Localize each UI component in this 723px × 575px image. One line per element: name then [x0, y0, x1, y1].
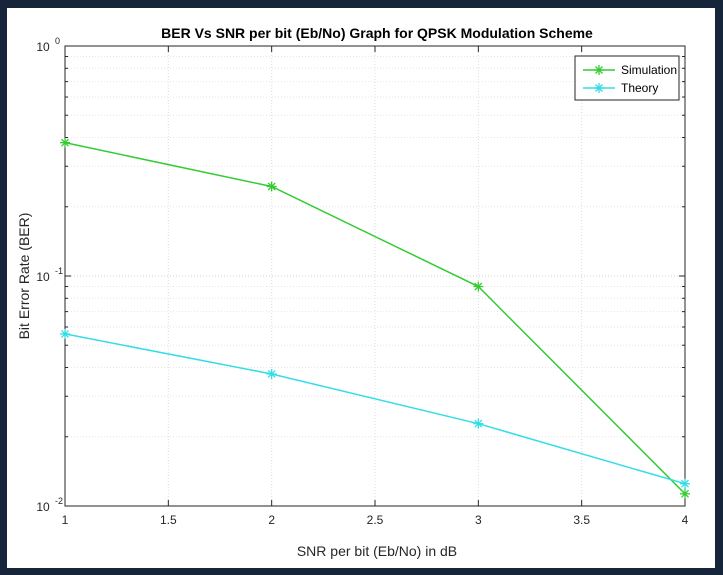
series-simulation — [60, 137, 690, 499]
x-tick-label: 3 — [475, 513, 482, 527]
y-axis-label: Bit Error Rate (BER) — [16, 213, 32, 340]
ber-chart: BER Vs SNR per bit (Eb/No) Graph for QPS… — [16, 25, 690, 559]
chart-title: BER Vs SNR per bit (Eb/No) Graph for QPS… — [161, 25, 593, 41]
series-theory — [60, 328, 690, 489]
legend-label-simulation: Simulation — [621, 63, 677, 77]
y-tick-exponent: 0 — [55, 36, 60, 46]
data-point-simulation — [473, 281, 484, 292]
x-tick-label: 1.5 — [160, 513, 177, 527]
series-line-simulation — [64, 141, 686, 495]
data-point-theory — [473, 418, 484, 429]
data-point-theory — [680, 478, 690, 489]
axes — [64, 45, 686, 507]
x-tick-label: 1 — [62, 513, 69, 527]
legend-label-theory: Theory — [621, 81, 658, 95]
tick-labels: 1 1.5 2 2.5 3 3.5 4 10 0 10 -1 10 -2 — [36, 36, 688, 527]
data-point-simulation — [266, 181, 277, 192]
y-tick-exponent: -1 — [55, 266, 63, 276]
series-line-theory — [64, 333, 686, 485]
y-tick-label: 10 — [36, 270, 50, 284]
data-point-simulation — [60, 137, 70, 148]
series-layer — [60, 137, 690, 499]
legend-box — [574, 55, 680, 101]
x-axis-label: SNR per bit (Eb/No) in dB — [297, 543, 457, 559]
y-tick-label: 10 — [36, 500, 50, 514]
x-tick-label: 3.5 — [573, 513, 590, 527]
y-tick-exponent: -2 — [55, 496, 63, 506]
x-tick-label: 2.5 — [367, 513, 384, 527]
y-tick-label: 10 — [36, 40, 50, 54]
figure: BER Vs SNR per bit (Eb/No) Graph for QPS… — [7, 8, 715, 568]
legend: Simulation Theory — [574, 55, 680, 101]
x-tick-label: 4 — [682, 513, 689, 527]
legend-marker-theory — [594, 83, 604, 93]
x-tick-label: 2 — [268, 513, 275, 527]
data-point-simulation — [680, 488, 690, 499]
data-point-theory — [60, 328, 70, 339]
legend-marker-simulation — [594, 65, 604, 75]
data-point-theory — [266, 368, 277, 379]
